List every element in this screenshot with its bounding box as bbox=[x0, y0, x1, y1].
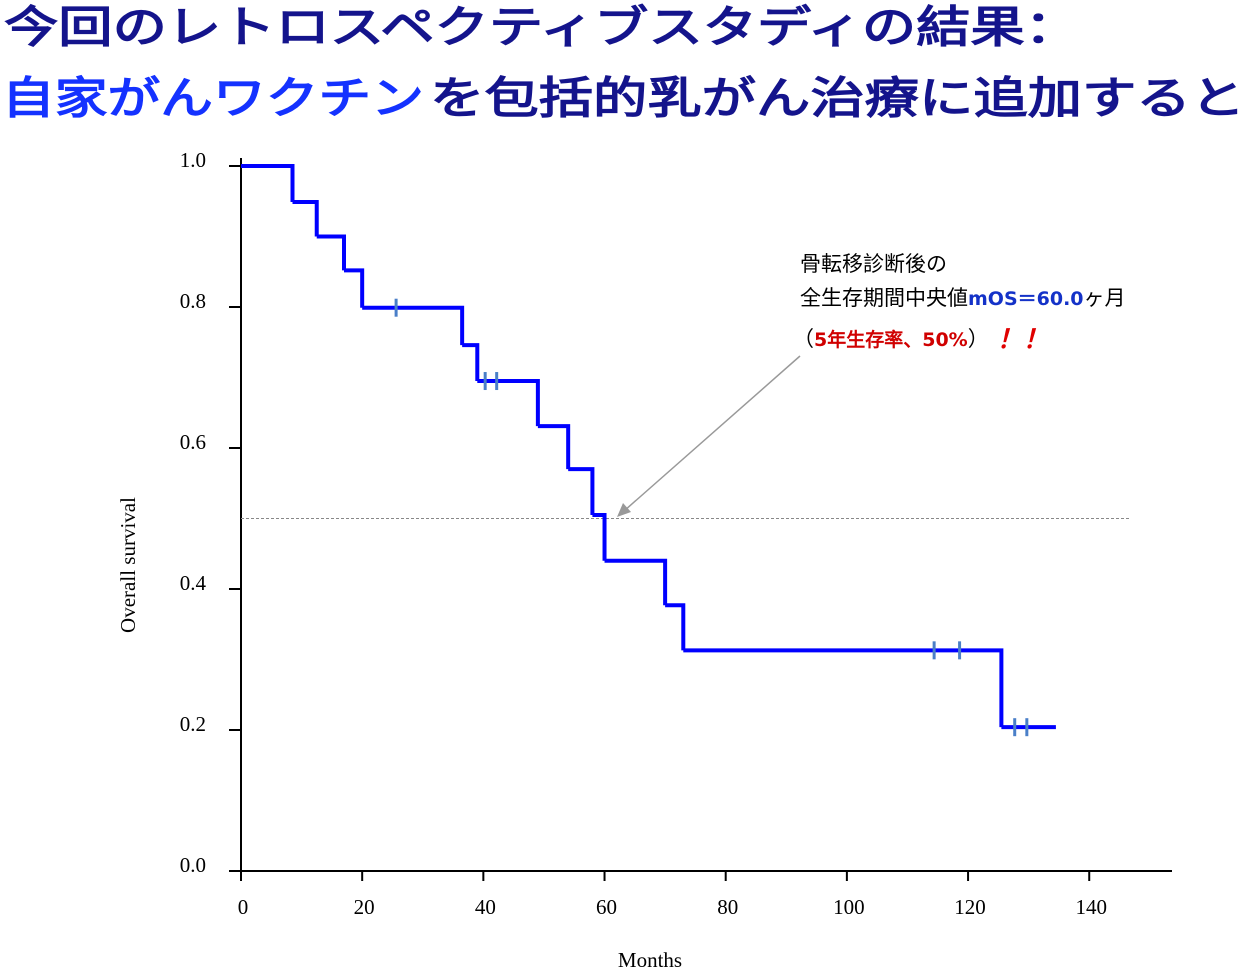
survival-step bbox=[362, 305, 465, 346]
x-tick-label: 20 bbox=[354, 895, 375, 919]
annotation-line1: 骨転移診断後の bbox=[800, 252, 947, 276]
x-axis-label: Months bbox=[618, 948, 682, 972]
x-tick-label: 100 bbox=[833, 895, 865, 919]
survival-step bbox=[568, 467, 595, 515]
annotation-unit: ヶ月 bbox=[1084, 286, 1126, 310]
survival-step bbox=[344, 268, 365, 308]
y-tick-label: 0.0 bbox=[180, 853, 206, 877]
annotation-close: ） bbox=[968, 327, 989, 351]
y-tick-label: 1.0 bbox=[180, 148, 206, 172]
annotation-line2: 全生存期間中央値mOS＝60.0ヶ月 bbox=[800, 286, 1126, 310]
survival-step bbox=[665, 603, 686, 651]
title-highlight: 自家がんワクチン bbox=[2, 73, 424, 124]
survival-step bbox=[462, 343, 480, 382]
y-tick-label: 0.4 bbox=[180, 571, 207, 595]
annotation-exclaim: ！！ bbox=[997, 325, 1049, 355]
survival-step bbox=[592, 512, 607, 561]
x-tick-label: 0 bbox=[238, 895, 249, 919]
survival-step bbox=[316, 234, 346, 271]
annotation-mos: mOS＝60.0 bbox=[968, 288, 1084, 310]
title-line1: 今回のレトロスペクティブスタディの結果： bbox=[4, 2, 1079, 53]
survival-step bbox=[683, 648, 1004, 728]
survival-step bbox=[292, 199, 319, 237]
title-rest: を包括的乳がん治療に追加すると bbox=[430, 73, 1245, 124]
survival-step bbox=[537, 424, 571, 470]
x-tick-label: 120 bbox=[954, 895, 986, 919]
y-tick-label: 0.6 bbox=[180, 430, 206, 454]
arrow-head bbox=[617, 503, 631, 517]
annotation-open: （ bbox=[793, 327, 814, 351]
annotation-arrow bbox=[623, 355, 801, 512]
survival-step bbox=[604, 558, 668, 606]
y-tick-label: 0.8 bbox=[180, 289, 206, 313]
annotation-line3: （5年生存率、50%） ！！ bbox=[793, 325, 1049, 355]
y-axis-label: Overall survival bbox=[116, 497, 140, 633]
survival-step bbox=[241, 164, 295, 202]
annotation-rate: 5年生存率、50% bbox=[814, 328, 968, 351]
y-tick-label: 0.2 bbox=[180, 712, 206, 736]
x-tick-label: 60 bbox=[596, 895, 617, 919]
x-tick-label: 40 bbox=[475, 895, 496, 919]
x-tick-label: 140 bbox=[1075, 895, 1107, 919]
annotation-text: 全生存期間中央値 bbox=[800, 286, 968, 310]
x-tick-label: 80 bbox=[717, 895, 738, 919]
